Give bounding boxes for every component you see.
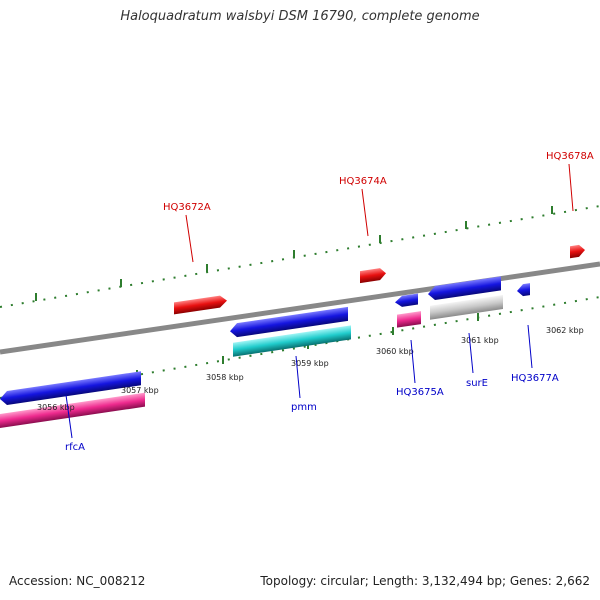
gene-hq3678a[interactable] — [570, 244, 585, 259]
gene-label-sure[interactable]: surE — [466, 378, 488, 389]
upper-ruler — [0, 205, 600, 308]
tick-label: 3056 kbp — [37, 403, 75, 412]
gene-label-rfca[interactable]: rfcA — [65, 442, 85, 453]
lower-gene-labels: rfcA pmm HQ3675A surE HQ3677A — [65, 324, 559, 453]
tick-label: 3062 kbp — [546, 326, 584, 335]
gene-label-pmm[interactable]: pmm — [291, 402, 317, 413]
tick-label: 3057 kbp — [121, 386, 159, 395]
ruler-labels: 3056 kbp 3057 kbp 3058 kbp 3059 kbp 3060… — [37, 326, 584, 412]
gene-hq3675a-blue[interactable] — [395, 293, 418, 308]
accession-text: Accession: NC_008212 — [9, 574, 146, 588]
gene-pmm-cyan[interactable] — [233, 325, 351, 357]
map-title: Haloquadratum walsbyi DSM 16790, complet… — [120, 9, 480, 24]
genome-summary: Topology: circular; Length: 3,132,494 bp… — [260, 574, 590, 588]
gene-label-hq3674a[interactable]: HQ3674A — [339, 176, 387, 187]
gene-sure-grey[interactable] — [430, 295, 503, 320]
tick-label: 3060 kbp — [376, 347, 414, 356]
gene-rfca-pink[interactable] — [0, 392, 145, 428]
upper-gene-labels: HQ3672A HQ3674A HQ3678A — [163, 151, 594, 263]
gene-label-hq3675a[interactable]: HQ3675A — [396, 387, 444, 398]
tick-label: 3061 kbp — [461, 336, 499, 345]
gene-hq3677a[interactable] — [517, 283, 530, 297]
tick-label: 3059 kbp — [291, 359, 329, 368]
gene-hq3674a[interactable] — [360, 267, 386, 284]
gene-label-hq3672a[interactable]: HQ3672A — [163, 202, 211, 213]
gene-hq3672a[interactable] — [174, 295, 227, 315]
gene-hq3675a-pink[interactable] — [397, 311, 421, 328]
tick-label: 3058 kbp — [206, 373, 244, 382]
gene-pmm-blue[interactable] — [230, 306, 348, 338]
gene-sure[interactable] — [428, 276, 501, 301]
gene-rfca[interactable] — [0, 371, 141, 406]
gene-label-hq3677a[interactable]: HQ3677A — [511, 373, 559, 384]
gene-label-hq3678a[interactable]: HQ3678A — [546, 151, 594, 162]
